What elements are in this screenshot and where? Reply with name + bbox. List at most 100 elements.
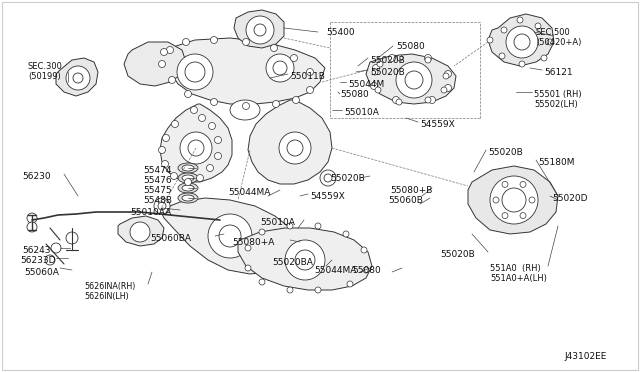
Circle shape xyxy=(388,55,396,61)
Ellipse shape xyxy=(182,165,194,171)
Circle shape xyxy=(499,53,505,59)
Circle shape xyxy=(493,197,499,203)
Text: 55475: 55475 xyxy=(143,186,172,195)
Text: 56243: 56243 xyxy=(22,246,51,255)
Circle shape xyxy=(372,69,378,75)
Text: 55060A: 55060A xyxy=(24,268,59,277)
Circle shape xyxy=(519,61,525,67)
Polygon shape xyxy=(160,198,298,274)
Circle shape xyxy=(502,188,526,212)
Circle shape xyxy=(159,61,166,67)
Circle shape xyxy=(170,173,177,180)
Circle shape xyxy=(161,160,168,167)
Circle shape xyxy=(245,265,251,271)
Circle shape xyxy=(245,245,251,251)
Text: 5626INA(RH): 5626INA(RH) xyxy=(84,282,136,291)
Circle shape xyxy=(287,223,293,229)
Circle shape xyxy=(130,222,150,242)
Text: 55020BA: 55020BA xyxy=(272,258,313,267)
Ellipse shape xyxy=(182,185,194,191)
Circle shape xyxy=(185,62,205,82)
Circle shape xyxy=(541,55,547,61)
Circle shape xyxy=(287,140,303,156)
Circle shape xyxy=(161,48,168,55)
Text: (50420+A): (50420+A) xyxy=(536,38,581,47)
Circle shape xyxy=(441,87,447,93)
Circle shape xyxy=(429,96,435,103)
Circle shape xyxy=(547,39,553,45)
Circle shape xyxy=(320,170,336,186)
Circle shape xyxy=(514,34,530,50)
Circle shape xyxy=(285,240,325,280)
Circle shape xyxy=(307,68,314,76)
Ellipse shape xyxy=(178,173,198,183)
Polygon shape xyxy=(124,42,186,86)
Circle shape xyxy=(254,24,266,36)
Text: SEC.300: SEC.300 xyxy=(28,62,63,71)
Circle shape xyxy=(208,214,252,258)
Circle shape xyxy=(163,135,170,141)
Polygon shape xyxy=(168,38,325,104)
Circle shape xyxy=(535,23,541,29)
Circle shape xyxy=(361,247,367,253)
Circle shape xyxy=(266,54,294,82)
Text: 55020B: 55020B xyxy=(370,56,404,65)
Text: 5548B: 5548B xyxy=(143,196,172,205)
Circle shape xyxy=(214,137,221,144)
Ellipse shape xyxy=(182,195,194,201)
Circle shape xyxy=(188,140,204,156)
Text: 55010AA: 55010AA xyxy=(130,208,172,217)
Polygon shape xyxy=(56,58,98,96)
Circle shape xyxy=(292,96,300,103)
Ellipse shape xyxy=(178,163,198,173)
Circle shape xyxy=(315,287,321,293)
Polygon shape xyxy=(160,104,232,182)
Text: 56230: 56230 xyxy=(22,172,51,181)
Circle shape xyxy=(273,61,287,75)
Circle shape xyxy=(66,66,90,90)
Text: 55044MA: 55044MA xyxy=(314,266,356,275)
Circle shape xyxy=(168,77,175,83)
Ellipse shape xyxy=(178,193,198,203)
Circle shape xyxy=(287,287,293,293)
Circle shape xyxy=(243,103,250,109)
Circle shape xyxy=(66,232,78,244)
Text: 55010A: 55010A xyxy=(344,108,379,117)
Text: 55044MA: 55044MA xyxy=(228,188,270,197)
Circle shape xyxy=(315,223,321,229)
Circle shape xyxy=(209,122,216,129)
Text: 56121: 56121 xyxy=(544,68,573,77)
Polygon shape xyxy=(468,166,558,234)
Circle shape xyxy=(307,87,314,93)
Text: (50199): (50199) xyxy=(28,72,61,81)
Text: 55474: 55474 xyxy=(143,166,172,175)
Circle shape xyxy=(324,174,332,182)
Text: 55080: 55080 xyxy=(396,42,425,51)
Circle shape xyxy=(166,46,173,54)
Circle shape xyxy=(246,16,274,44)
Circle shape xyxy=(520,182,526,187)
Text: 55080: 55080 xyxy=(352,266,381,275)
Circle shape xyxy=(214,153,221,160)
Circle shape xyxy=(392,96,399,103)
Circle shape xyxy=(377,61,383,67)
Ellipse shape xyxy=(182,175,194,181)
Text: 55400: 55400 xyxy=(326,28,355,37)
Text: 55080+A: 55080+A xyxy=(232,238,275,247)
Text: 54559X: 54559X xyxy=(420,120,455,129)
Circle shape xyxy=(343,231,349,237)
Circle shape xyxy=(397,55,403,61)
Circle shape xyxy=(259,229,265,235)
Circle shape xyxy=(45,255,55,265)
Circle shape xyxy=(425,97,431,103)
Text: 55080: 55080 xyxy=(340,90,369,99)
Text: 55020B: 55020B xyxy=(370,68,404,77)
Circle shape xyxy=(502,182,508,187)
Ellipse shape xyxy=(230,100,260,120)
Circle shape xyxy=(371,83,378,90)
Circle shape xyxy=(490,176,538,224)
Circle shape xyxy=(196,174,204,182)
Circle shape xyxy=(51,243,61,253)
Circle shape xyxy=(73,73,83,83)
Circle shape xyxy=(363,267,369,273)
